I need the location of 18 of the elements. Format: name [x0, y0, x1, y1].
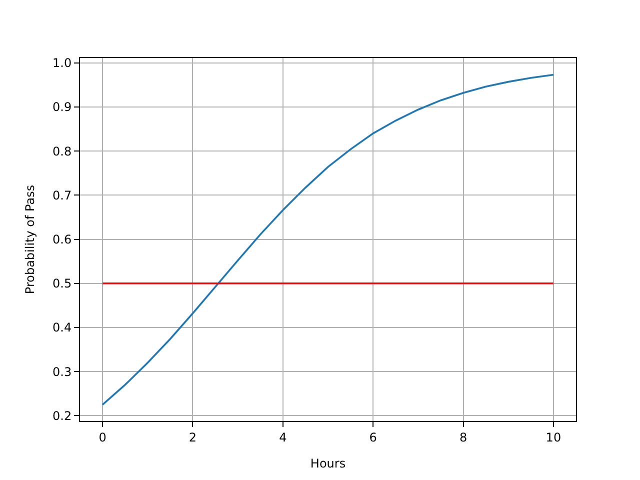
y-tick-label: 0.5 [52, 276, 72, 291]
x-tick-label: 2 [188, 430, 197, 444]
x-tick-label: 6 [369, 430, 377, 444]
y-axis-title: Probability of Pass [22, 184, 37, 294]
x-tick-label: 4 [279, 430, 287, 444]
y-tick-label: 0.3 [52, 364, 72, 379]
x-tick-label: 0 [98, 430, 106, 444]
y-tick-label: 0.4 [52, 320, 72, 335]
x-axis-title: Hours [310, 456, 346, 470]
x-tick-label: 10 [546, 430, 562, 444]
y-tick-label: 0.2 [52, 408, 72, 423]
y-tick-label: 1.0 [52, 56, 72, 70]
x-tick-label: 8 [459, 430, 468, 444]
line-series [102, 74, 554, 406]
y-tick-label: 0.9 [52, 100, 72, 114]
y-tick-label: 0.7 [52, 188, 72, 202]
y-tick-label: 0.6 [52, 232, 72, 246]
y-tick-label: 0.8 [52, 144, 72, 158]
